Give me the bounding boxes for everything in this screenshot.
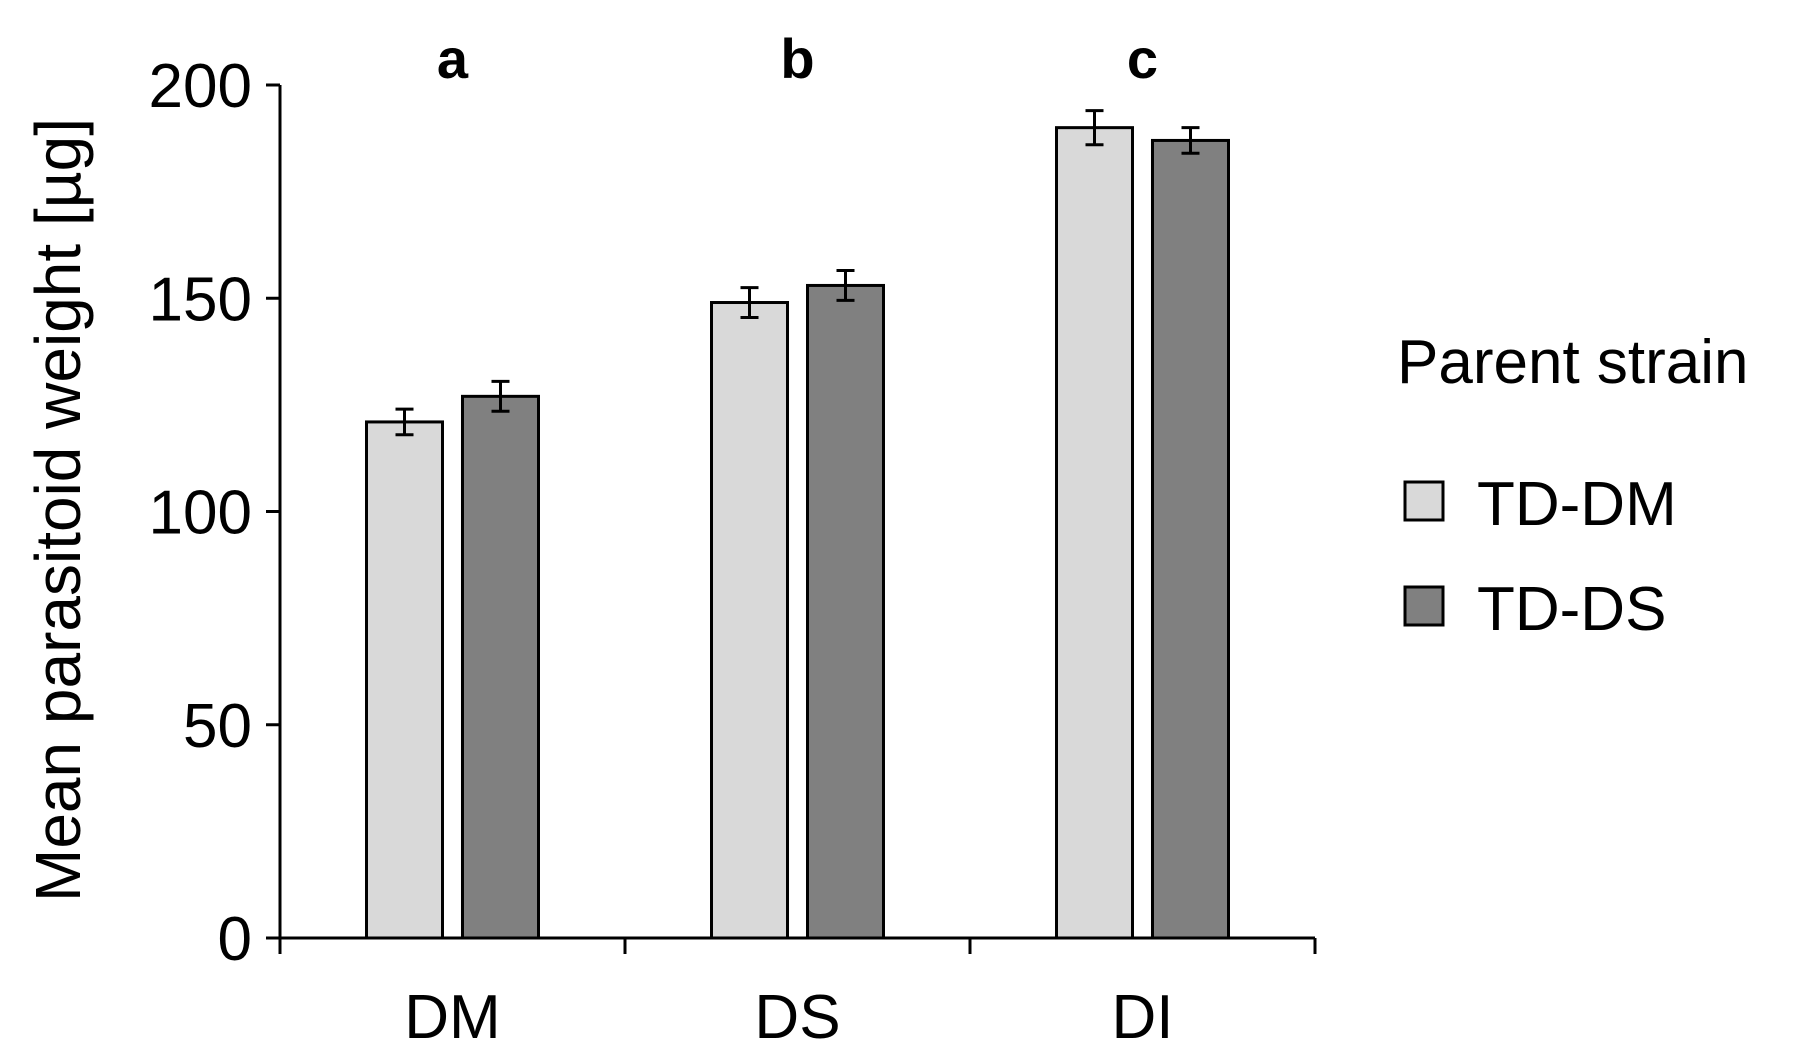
y-tick-label: 100: [149, 479, 252, 548]
significance-letter: a: [437, 27, 469, 90]
bars: [365, 109, 1230, 940]
bar-TD-DS-DS: [806, 283, 885, 940]
y-tick-label: 200: [149, 52, 252, 121]
significance-letter: c: [1127, 27, 1158, 90]
legend-entry-label: TD-DM: [1477, 470, 1677, 539]
x-category-label: DS: [754, 983, 840, 1052]
legend-entry-label: TD-DS: [1477, 575, 1666, 644]
bar-TD-DS-DI: [1151, 138, 1230, 940]
x-category-label: DI: [1112, 983, 1174, 1052]
bar-TD-DM-DS: [710, 301, 789, 940]
significance-letter: b: [780, 27, 814, 90]
bar-TD-DM-DI: [1055, 126, 1134, 940]
y-axis-label: Mean parasitoid weight [µg]: [22, 118, 94, 902]
legend-swatch: [1403, 585, 1445, 627]
bar-TD-DS-DM: [461, 394, 540, 940]
legend: Parent strain TD-DM TD-DS: [1397, 328, 1749, 644]
labels: 0 50 100 150 200 DM a DS b DI c: [149, 27, 1174, 1052]
legend-swatch: [1403, 480, 1445, 522]
legend-title: Parent strain: [1397, 328, 1749, 397]
y-tick-label: 0: [218, 905, 252, 974]
bar-TD-DM-DM: [365, 420, 444, 940]
x-category-label: DM: [404, 983, 500, 1052]
y-tick-label: 150: [149, 265, 252, 334]
y-tick-label: 50: [183, 692, 252, 761]
